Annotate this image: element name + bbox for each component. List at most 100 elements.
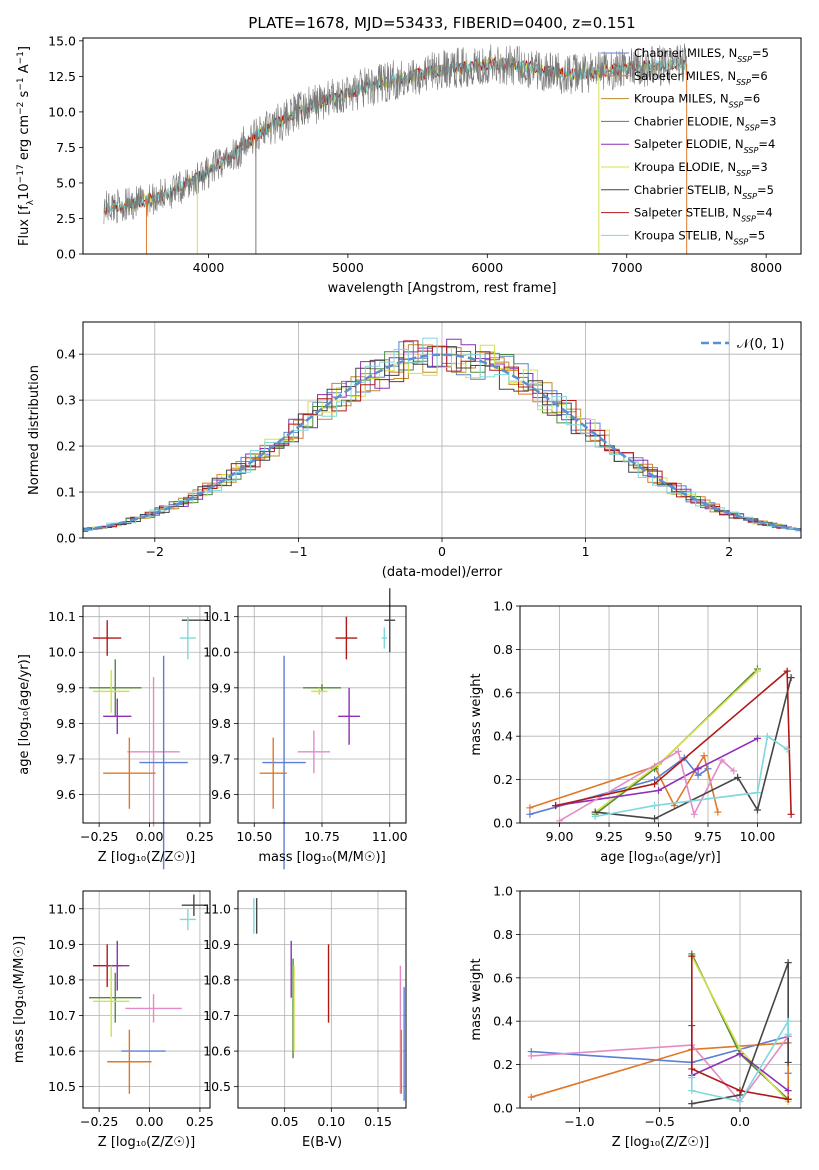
legend-label: Chabrier STELIB, NSSP=5 — [634, 183, 774, 201]
y-tick-label: 10.0 — [203, 645, 231, 660]
y-axis-label-part: −2 — [16, 102, 26, 115]
x-tick-label: −0.25 — [80, 1114, 118, 1129]
y-tick-label: 0.2 — [493, 1057, 513, 1072]
x-tick-label: 10.50 — [236, 829, 272, 844]
legend-sub: SSP — [745, 123, 760, 132]
x-tick-label: 5000 — [332, 260, 364, 275]
weight-marker — [688, 1074, 696, 1082]
residual-histogram-panel: −2 −1 0 1 2 0.0 0.1 0.2 0.3 0.4 (data-model)/error… — [27, 321, 802, 580]
axes-frame — [82, 890, 211, 1109]
weight-marker — [526, 810, 534, 818]
y-tick-label: 11.0 — [203, 901, 231, 916]
weight-marker — [784, 959, 792, 967]
x-tick-label: −2 — [146, 544, 164, 559]
x-tick-label: −0.5 — [645, 1114, 675, 1129]
weight-marker — [527, 1052, 535, 1060]
weight-marker — [651, 802, 659, 810]
legend-label: Kroupa ELODIE, NSSP=3 — [634, 160, 768, 178]
weight-marker — [694, 765, 702, 773]
y-tick-label: 10.1 — [203, 609, 231, 624]
legend-label: 𝒩(0, 1) — [737, 337, 784, 352]
x-tick-label: 8000 — [750, 260, 782, 275]
legend-nssp: =6 — [743, 92, 760, 106]
legend-sub: SSP — [736, 77, 751, 86]
y-axis-label: age [log₁₀(age/yr)] — [17, 654, 32, 775]
y-axis-label: mass weight — [469, 673, 484, 755]
y-tick-label: 10.9 — [203, 937, 231, 952]
x-axis-label: E(B-V) — [302, 1135, 342, 1150]
x-tick-label: 1 — [582, 544, 590, 559]
weight-marker — [651, 815, 659, 823]
y-axis-label-part: −17 — [16, 164, 26, 183]
x-tick-label: 7000 — [611, 260, 643, 275]
legend-sub: SSP — [736, 169, 751, 178]
x-tick-label: 11.00 — [372, 829, 408, 844]
spectrum-panel: 4000 5000 6000 7000 8000 0.0 2.5 5.0 7.5 10.0 12.5… — [16, 33, 802, 296]
weight-marker — [783, 745, 791, 753]
weight-marker — [700, 752, 708, 760]
x-tick-label: 0.0 — [730, 1114, 750, 1129]
mass-vs-metallicity-panel: −0.25 0.00 0.25 10.5 10.6 10.7 10.8 10.9 11.0 Z [… — [12, 890, 214, 1150]
y-tick-label: 12.5 — [48, 69, 76, 84]
y-axis-label-part: A — [17, 64, 32, 77]
x-axis-label: Z [log₁₀(Z/Z☉)] — [98, 1135, 195, 1150]
axes-frame — [519, 890, 802, 1109]
y-tick-label: 1.0 — [493, 884, 513, 899]
x-axis-label: Z [log₁₀(Z/Z☉)] — [612, 1135, 709, 1150]
y-tick-label: 11.0 — [48, 901, 76, 916]
y-tick-label: 9.7 — [211, 751, 231, 766]
x-tick-label: 9.50 — [645, 829, 673, 844]
weight-marker — [734, 773, 742, 781]
x-tick-label: −1.0 — [564, 1114, 594, 1129]
legend-label: Salpeter MILES, NSSP=6 — [634, 69, 768, 87]
weight-marker — [527, 1093, 535, 1101]
weight-marker — [688, 952, 696, 960]
y-tick-label: 0.3 — [56, 393, 76, 408]
mass-vs-ebv-panel: 0.05 0.10 0.15 10.5 10.6 10.7 10.8 10.9 11.0 E(B-… — [203, 890, 407, 1150]
legend-label: Chabrier MILES, NSSP=5 — [634, 46, 769, 64]
weight-marker — [718, 756, 726, 764]
x-tick-label: 6000 — [471, 260, 503, 275]
y-tick-label: 9.8 — [211, 716, 231, 731]
y-tick-label: 10.6 — [48, 1044, 76, 1059]
legend-label: Chabrier ELODIE, NSSP=3 — [634, 114, 776, 131]
y-axis-label-part: ] — [17, 46, 32, 51]
weight-line — [555, 669, 792, 815]
y-tick-label: 10.5 — [203, 1079, 231, 1094]
legend-nssp: =5 — [757, 183, 774, 197]
x-tick-label: 0.25 — [186, 829, 214, 844]
y-tick-label: 9.6 — [211, 787, 231, 802]
legend-nssp: =3 — [760, 114, 777, 128]
x-axis-label: mass [log₁₀(M/M☉)] — [258, 850, 385, 865]
weight-marker — [784, 1058, 792, 1066]
y-tick-label: 0.0 — [56, 531, 76, 546]
weight-marker — [753, 789, 761, 797]
weight-marker — [787, 674, 795, 682]
y-axis-label-part: Flux [f — [17, 205, 32, 246]
axes-frame — [237, 890, 407, 1109]
weight-line — [555, 737, 758, 807]
histogram-series — [83, 346, 801, 533]
legend-label: Kroupa STELIB, NSSP=5 — [634, 228, 765, 246]
x-tick-label: 0.10 — [317, 1114, 345, 1129]
legend-nssp: =5 — [752, 46, 769, 60]
y-axis-label: Flux [fλ10−17 erg cm−2 s−1 A−1] — [16, 46, 36, 246]
legend-sub: SSP — [729, 100, 744, 109]
x-tick-label: −0.25 — [80, 829, 118, 844]
legend-label: Salpeter STELIB, NSSP=4 — [634, 206, 773, 224]
y-tick-label: 9.7 — [56, 751, 76, 766]
y-axis-label: mass [log₁₀(M/M☉)] — [12, 936, 27, 1063]
weight-vs-age-panel: 9.00 9.25 9.50 9.75 10.00 0.0 0.2 0.4 0.6 0.8 1.0 a… — [469, 599, 802, 865]
x-tick-label: 2 — [725, 544, 733, 559]
axes-frame — [519, 605, 802, 824]
y-tick-label: 10.8 — [203, 972, 231, 987]
y-tick-label: 0.6 — [493, 970, 513, 985]
data-spectrum-line — [103, 43, 687, 225]
y-tick-label: 10.0 — [48, 645, 76, 660]
y-axis-label-part: erg cm — [17, 115, 32, 164]
weight-marker — [690, 810, 698, 818]
x-tick-label: 0 — [438, 544, 446, 559]
legend-nssp: =3 — [751, 160, 768, 174]
weight-marker — [688, 1065, 696, 1073]
